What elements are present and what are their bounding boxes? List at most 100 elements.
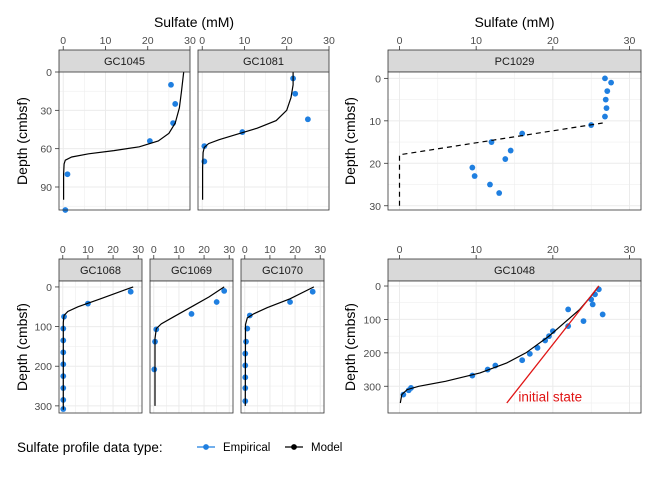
legend-key-point <box>291 444 297 450</box>
x-tick-label: 10 <box>264 244 276 256</box>
empirical-point <box>151 366 158 373</box>
facet-GC1069: GC1069 0 10 20 30 <box>149 244 235 414</box>
legend: Sulfate profile data type: Empirical Model <box>17 440 342 455</box>
facet-GC1081: GC1081 0 10 20 30 <box>197 35 335 211</box>
empirical-point <box>603 105 610 111</box>
x-tick-label: 10 <box>470 35 482 47</box>
facet-label: GC1048 <box>494 265 535 277</box>
x-tick-label: 20 <box>281 35 293 47</box>
panel-border <box>240 280 325 414</box>
model-curve <box>63 71 185 200</box>
legend-item-empirical: Empirical <box>197 442 270 454</box>
empirical-point <box>292 90 299 97</box>
empirical-point <box>549 328 556 335</box>
empirical-point <box>213 299 220 305</box>
x-tick-label: 10 <box>239 35 251 47</box>
y-tick-label: 300 <box>34 401 52 413</box>
panel-border <box>58 71 191 211</box>
empirical-point <box>502 156 509 162</box>
facet-label: GC1081 <box>243 56 284 68</box>
y-tick-label: 20 <box>369 158 381 170</box>
empirical-point <box>309 288 316 295</box>
empirical-point <box>487 181 493 188</box>
panel-background <box>59 72 190 210</box>
model-curve <box>202 72 294 200</box>
empirical-point <box>146 138 153 144</box>
empirical-point <box>602 75 608 82</box>
y-tick-label: 0 <box>375 281 381 293</box>
panel-border <box>387 71 642 211</box>
panel-background <box>198 72 329 210</box>
x-tick-label: 30 <box>132 244 144 256</box>
x-tick-label: 0 <box>397 35 403 47</box>
y-axis-title: Depth (cmbsf) <box>14 97 30 185</box>
legend-label: Model <box>311 442 342 454</box>
facet-label: GC1070 <box>262 265 303 277</box>
empirical-point <box>64 171 71 178</box>
x-tick-label: 0 <box>151 244 157 256</box>
y-tick-label: 200 <box>363 348 381 360</box>
y-tick-label: 200 <box>34 361 52 373</box>
empirical-point <box>469 164 476 171</box>
y-tick-label: 60 <box>40 144 52 156</box>
empirical-point <box>304 116 311 123</box>
y-axis-title: Depth (cmbsf) <box>342 97 358 185</box>
initial-state-line <box>506 285 600 404</box>
empirical-point <box>599 311 606 318</box>
facet-label: GC1045 <box>104 56 145 68</box>
y-tick-label: 300 <box>363 381 381 393</box>
x-tick-label: 20 <box>289 244 301 256</box>
facet-GC1045: GC1045 0 10 20 30 0 30 60 90 <box>40 35 196 213</box>
x-tick-label: 20 <box>198 244 210 256</box>
panel-group-top-right: Sulfate (mM) Depth (cmbsf) PC1029 0 10 20 30 0 1… <box>342 14 642 213</box>
facet-label: GC1068 <box>80 265 121 277</box>
empirical-point <box>565 306 572 313</box>
y-tick-label: 30 <box>40 105 52 117</box>
y-tick-label: 30 <box>369 201 381 213</box>
model-curve <box>244 286 315 406</box>
model-curve <box>62 286 134 410</box>
empirical-point <box>604 88 611 95</box>
y-tick-label: 100 <box>363 314 381 326</box>
empirical-point <box>602 96 609 103</box>
initial-state-label: initial state <box>518 389 582 404</box>
empirical-point <box>188 311 195 317</box>
y-tick-label: 0 <box>46 282 52 294</box>
facet-label: PC1029 <box>495 56 535 68</box>
empirical-point <box>580 318 587 325</box>
empirical-point <box>589 301 596 308</box>
x-tick-label: 30 <box>314 244 326 256</box>
x-tick-label: 20 <box>547 244 559 256</box>
x-tick-label: 10 <box>82 244 94 256</box>
facet-GC1070: GC1070 0 10 20 30 <box>240 244 326 414</box>
model-curve <box>154 286 225 406</box>
x-tick-label: 20 <box>142 35 154 47</box>
legend-item-model: Model <box>285 442 342 454</box>
legend-title: Sulfate profile data type: <box>17 440 163 455</box>
legend-label: Empirical <box>223 442 270 454</box>
x-tick-label: 30 <box>323 35 335 47</box>
y-axis-title: Depth (cmbsf) <box>342 303 358 391</box>
empirical-point <box>507 147 514 154</box>
empirical-point <box>127 288 134 295</box>
empirical-point <box>519 130 526 137</box>
y-tick-label: 10 <box>369 116 381 128</box>
x-tick-label: 10 <box>173 244 185 256</box>
empirical-point <box>201 143 208 150</box>
y-tick-label: 0 <box>375 73 381 85</box>
x-tick-label: 30 <box>624 35 636 47</box>
panel-border <box>387 280 642 414</box>
empirical-point <box>519 357 526 364</box>
x-axis-title: Sulfate (mM) <box>154 14 234 30</box>
panel-border <box>149 280 234 414</box>
empirical-point <box>526 350 533 357</box>
x-tick-label: 0 <box>242 244 248 256</box>
y-tick-label: 90 <box>40 182 52 194</box>
facet-PC1029: PC1029 0 10 20 30 0 10 20 30 <box>369 35 642 213</box>
panel-border <box>58 280 143 414</box>
